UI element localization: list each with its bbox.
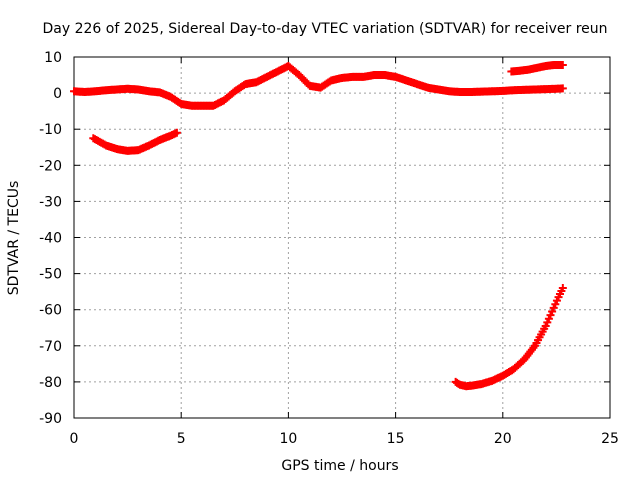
x-tick-label: 25: [601, 431, 619, 447]
data-point-marker: [558, 284, 567, 293]
x-axis-label: GPS time / hours: [281, 458, 398, 474]
series-upper-right: [507, 60, 567, 76]
series-lower-arc: [89, 128, 181, 155]
x-tick-label: 10: [279, 431, 297, 447]
chart-title: Day 226 of 2025, Sidereal Day-to-day VTE…: [42, 21, 607, 37]
series-bottom-curve: [451, 284, 567, 391]
y-tick-label: -30: [39, 194, 62, 210]
grid-lines: [74, 57, 610, 418]
y-tick-label: -10: [39, 122, 62, 138]
y-tick-label: -50: [39, 267, 62, 283]
y-tick-label: -80: [39, 375, 62, 391]
data-point-marker: [558, 60, 567, 69]
data-point-marker: [558, 84, 567, 93]
x-tick-label: 15: [387, 431, 405, 447]
y-tick-label: -90: [39, 411, 62, 427]
y-tick-label: -20: [39, 158, 62, 174]
data-point-marker: [172, 128, 181, 137]
y-tick-label: -70: [39, 339, 62, 355]
y-tick-label: -60: [39, 303, 62, 319]
y-tick-label: -40: [39, 231, 62, 247]
x-tick-label: 0: [70, 431, 79, 447]
y-tick-label: 0: [53, 86, 62, 102]
x-tick-label: 20: [494, 431, 512, 447]
axis-ticks: 0 5 10 15 20 25 10 0 -10 -20 -30 -40 -50 -60 -70 -80 -90: [39, 50, 619, 447]
series-main-trace: [70, 62, 567, 110]
y-axis-label: SDTVAR / TECUs: [6, 181, 22, 296]
x-tick-label: 5: [177, 431, 186, 447]
data-points: [70, 60, 567, 391]
y-tick-label: 10: [44, 50, 62, 66]
